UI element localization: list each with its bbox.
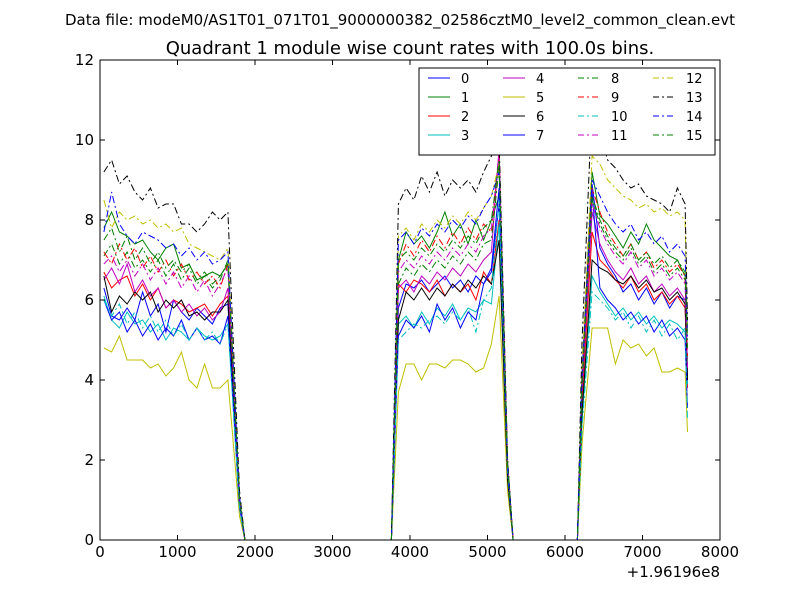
legend-label-1: 1 bbox=[461, 91, 469, 106]
legend-label-11: 11 bbox=[611, 129, 628, 144]
legend-label-6: 6 bbox=[536, 110, 544, 125]
x-tick-label: 2000 bbox=[236, 543, 274, 561]
series-line-12 bbox=[103, 154, 688, 540]
legend-label-13: 13 bbox=[686, 91, 703, 106]
x-tick-label: 8000 bbox=[701, 543, 739, 561]
y-tick-label: 12 bbox=[75, 51, 94, 69]
legend-label-15: 15 bbox=[686, 129, 703, 144]
legend-label-2: 2 bbox=[461, 110, 469, 125]
legend-label-14: 14 bbox=[686, 110, 703, 125]
legend-label-8: 8 bbox=[611, 72, 619, 87]
legend-label-3: 3 bbox=[461, 129, 469, 144]
ticks-layer: 0 1000 2000 3000 4000 5000 6000 7000 80000246810… bbox=[75, 51, 739, 561]
figure-suptitle: Data file: modeM0/AS1T01_071T01_90000003… bbox=[65, 11, 735, 30]
x-tick-label: 4000 bbox=[391, 543, 429, 561]
series-line-6 bbox=[103, 239, 688, 540]
y-tick-label: 0 bbox=[84, 531, 94, 549]
x-offset-label: +1.96196e8 bbox=[627, 563, 720, 581]
series-line-13 bbox=[103, 99, 688, 540]
legend-label-10: 10 bbox=[611, 110, 628, 125]
legend-label-0: 0 bbox=[461, 72, 469, 87]
legend-label-5: 5 bbox=[536, 91, 544, 106]
series-line-15 bbox=[103, 159, 688, 540]
series-line-14 bbox=[103, 171, 688, 540]
series-line-0 bbox=[103, 183, 688, 540]
x-tick-label: 1000 bbox=[158, 543, 196, 561]
x-tick-label: 3000 bbox=[313, 543, 351, 561]
y-tick-label: 4 bbox=[84, 371, 94, 389]
series-line-10 bbox=[103, 199, 688, 540]
legend-label-12: 12 bbox=[686, 72, 703, 87]
series-line-3 bbox=[103, 223, 688, 540]
series-line-11 bbox=[103, 151, 688, 540]
y-tick-label: 8 bbox=[84, 211, 94, 229]
series-line-5 bbox=[103, 295, 688, 540]
series-layer bbox=[103, 99, 688, 540]
legend-label-9: 9 bbox=[611, 91, 619, 106]
x-tick-label: 0 bbox=[95, 543, 105, 561]
series-line-8 bbox=[103, 167, 688, 540]
legend-label-7: 7 bbox=[536, 129, 544, 144]
y-tick-label: 10 bbox=[75, 131, 94, 149]
chart-title: Quadrant 1 module wise count rates with … bbox=[166, 38, 655, 59]
legend-box bbox=[418, 67, 716, 156]
y-tick-label: 2 bbox=[84, 451, 94, 469]
series-line-4 bbox=[103, 147, 688, 540]
plot-area: 0 1000 2000 3000 4000 5000 6000 7000 80000246810… bbox=[75, 51, 739, 581]
series-line-1 bbox=[103, 171, 688, 540]
y-tick-label: 6 bbox=[84, 291, 94, 309]
x-tick-label: 5000 bbox=[468, 543, 506, 561]
axes-frame bbox=[99, 59, 721, 541]
x-tick-label: 7000 bbox=[623, 543, 661, 561]
legend-label-4: 4 bbox=[536, 72, 544, 87]
x-tick-label: 6000 bbox=[546, 543, 584, 561]
